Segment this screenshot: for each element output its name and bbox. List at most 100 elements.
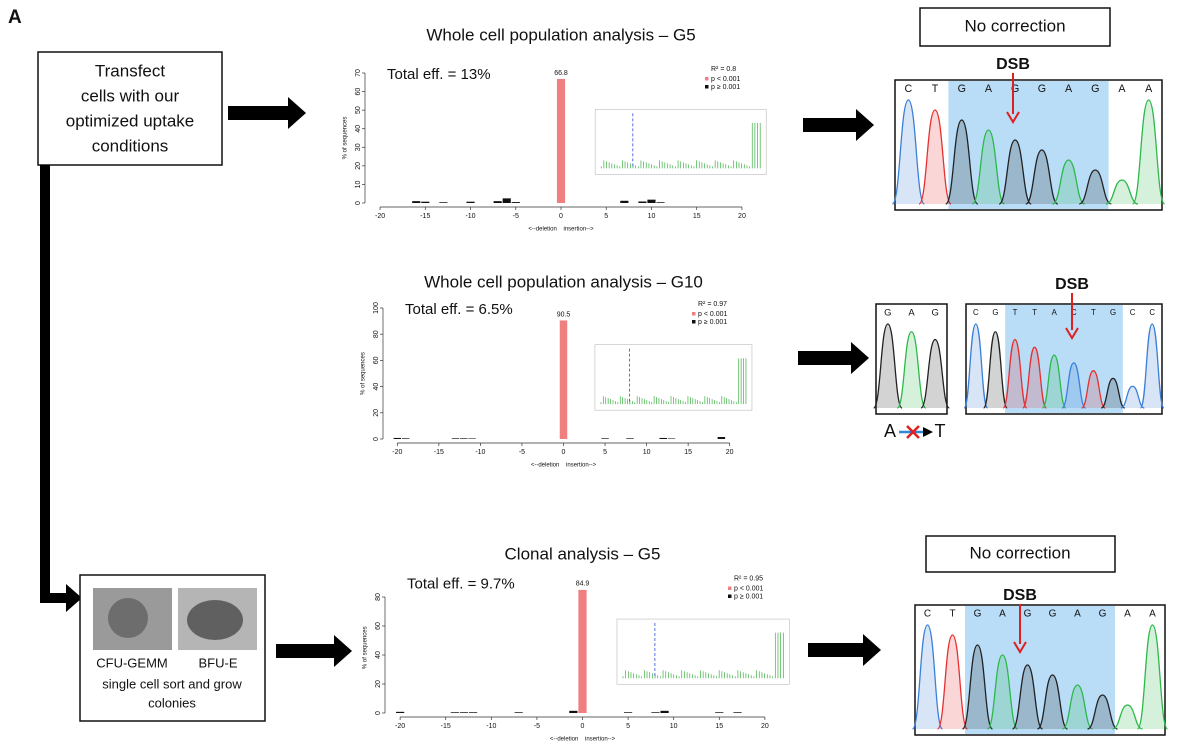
base-call: G bbox=[1049, 609, 1057, 620]
connector bbox=[40, 165, 50, 603]
y-tick-label: 40 bbox=[373, 383, 380, 391]
base-call: A bbox=[1074, 609, 1081, 620]
base-call: G bbox=[1011, 83, 1019, 95]
legend-swatch bbox=[705, 77, 709, 81]
x-axis-label: <--deletion insertion--> bbox=[531, 463, 597, 469]
base-call: A bbox=[999, 609, 1006, 620]
annotation: Total eff. = 13% bbox=[387, 66, 491, 83]
y-tick-label: 0 bbox=[373, 437, 380, 441]
legend-r2: R² = 0.95 bbox=[734, 575, 763, 582]
bar bbox=[511, 202, 520, 203]
bar bbox=[468, 712, 478, 713]
peak bbox=[971, 129, 1006, 205]
box-text: Transfect bbox=[95, 61, 166, 80]
base-to: T bbox=[935, 421, 946, 441]
chart-title: Whole cell population analysis – G5 bbox=[426, 25, 695, 44]
y-tick-label: 20 bbox=[373, 409, 380, 417]
base-call: C bbox=[904, 83, 912, 95]
base-call: T bbox=[932, 83, 939, 95]
peak bbox=[945, 119, 979, 205]
base-call: G bbox=[992, 308, 998, 317]
base-call: T bbox=[1013, 308, 1018, 317]
peak bbox=[891, 99, 925, 205]
x-tick-label: 20 bbox=[726, 449, 734, 456]
legend-swatch bbox=[692, 312, 696, 316]
bar bbox=[601, 438, 609, 439]
bar bbox=[502, 198, 511, 203]
bar bbox=[421, 201, 430, 203]
base-call: C bbox=[1149, 308, 1155, 317]
x-tick-label: -20 bbox=[395, 723, 405, 730]
peak bbox=[911, 624, 944, 730]
peak bbox=[1139, 323, 1165, 409]
value-label: 90.5 bbox=[557, 311, 571, 318]
base-call: A bbox=[985, 83, 993, 95]
bar bbox=[450, 712, 459, 713]
peak bbox=[1022, 346, 1047, 409]
base-call: G bbox=[931, 308, 938, 319]
dsb-label: DSB bbox=[1055, 276, 1089, 293]
peak bbox=[1036, 674, 1069, 730]
y-axis-label: % of sequences bbox=[363, 626, 369, 669]
bar bbox=[493, 201, 502, 203]
base-call: A bbox=[1124, 609, 1131, 620]
colony-image bbox=[187, 600, 243, 640]
y-tick-label: 60 bbox=[373, 356, 380, 364]
x-tick-label: 10 bbox=[670, 723, 678, 730]
x-tick-label: 5 bbox=[604, 213, 608, 220]
x-tick-label: 10 bbox=[643, 449, 651, 456]
x-tick-label: 20 bbox=[738, 213, 746, 220]
peak bbox=[998, 139, 1032, 205]
x-tick-label: 15 bbox=[715, 723, 723, 730]
y-tick-label: 50 bbox=[355, 106, 362, 114]
bar bbox=[514, 712, 523, 713]
peak bbox=[1052, 159, 1085, 205]
bar bbox=[556, 78, 566, 203]
bar bbox=[396, 711, 405, 713]
inset-trace bbox=[622, 632, 784, 679]
peak bbox=[961, 644, 994, 730]
base-call: C bbox=[973, 308, 979, 317]
x-tick-label: 0 bbox=[562, 449, 566, 456]
base-call: T bbox=[949, 609, 955, 620]
base-call: A bbox=[1149, 609, 1156, 620]
arrow bbox=[803, 109, 874, 141]
dsb-arrowhead bbox=[1013, 641, 1027, 654]
x-tick-label: 10 bbox=[648, 213, 656, 220]
y-tick-label: 20 bbox=[375, 680, 382, 688]
base-call: A bbox=[1052, 308, 1058, 317]
bar bbox=[656, 202, 665, 203]
annotation: Total eff. = 6.5% bbox=[405, 301, 513, 318]
base-call: A bbox=[1065, 83, 1073, 95]
caption: single cell sort and grow bbox=[102, 676, 242, 691]
x-tick-label: -15 bbox=[434, 449, 444, 456]
peak bbox=[1061, 362, 1087, 409]
base-call: G bbox=[1099, 609, 1107, 620]
bar bbox=[451, 438, 460, 439]
x-tick-label: 15 bbox=[693, 213, 701, 220]
bar bbox=[466, 201, 475, 203]
peak bbox=[1087, 694, 1118, 730]
chromatogram-frame bbox=[875, 303, 948, 415]
peak bbox=[896, 331, 927, 409]
legend-entry: p < 0.001 bbox=[734, 585, 763, 592]
bar bbox=[559, 320, 568, 439]
bar bbox=[667, 438, 676, 439]
base-call: G bbox=[1110, 308, 1116, 317]
base-call: G bbox=[958, 83, 966, 95]
x-tick-label: -5 bbox=[534, 723, 540, 730]
bar bbox=[459, 712, 469, 713]
label-box bbox=[925, 535, 1116, 573]
inset-trace bbox=[600, 122, 761, 169]
chart-title: Whole cell population analysis – G10 bbox=[424, 272, 703, 291]
arrow bbox=[276, 635, 352, 667]
arrow bbox=[40, 584, 82, 612]
x-tick-label: -5 bbox=[513, 213, 519, 220]
bar bbox=[439, 202, 448, 203]
annotation: Total eff. = 9.7% bbox=[407, 575, 515, 592]
x-tick-label: -10 bbox=[465, 213, 475, 220]
peak bbox=[920, 338, 950, 409]
x-tick-label: -15 bbox=[420, 213, 430, 220]
peak bbox=[1041, 354, 1067, 409]
